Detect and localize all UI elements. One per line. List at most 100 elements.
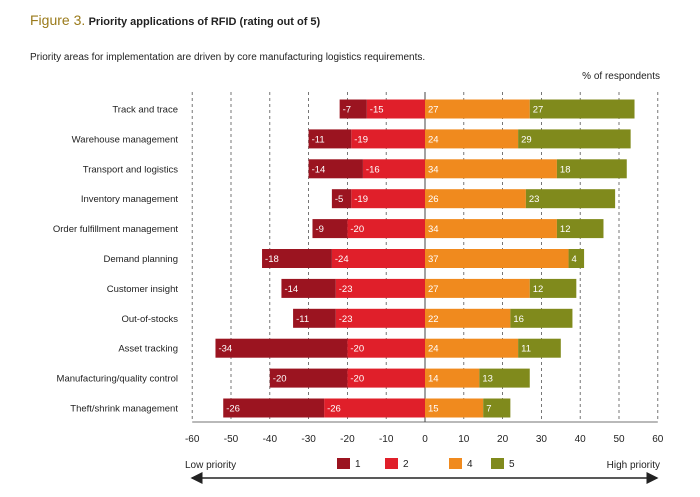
category-label: Manufacturing/quality control xyxy=(57,374,178,385)
x-tick-label: 40 xyxy=(575,434,587,445)
data-label: -19 xyxy=(354,134,368,145)
x-tick-label: 20 xyxy=(497,434,509,445)
category-label: Customer insight xyxy=(107,284,179,295)
bar-segment-4 xyxy=(425,159,557,179)
bar-segment-2 xyxy=(335,278,425,298)
data-label: -15 xyxy=(370,105,384,116)
bar-segment-5 xyxy=(556,219,604,239)
data-label: 27 xyxy=(428,105,439,116)
data-label: 27 xyxy=(533,105,544,116)
data-label: 11 xyxy=(521,344,531,355)
bar-segment-2 xyxy=(366,99,425,119)
bar-segment-4 xyxy=(425,338,519,358)
bar-segment-2 xyxy=(351,129,425,149)
legend-label: 5 xyxy=(509,459,515,470)
data-label: -14 xyxy=(284,284,298,295)
data-label: -26 xyxy=(327,404,341,415)
data-label: -19 xyxy=(354,194,368,205)
bar-segment-5 xyxy=(529,278,577,298)
data-label: -16 xyxy=(366,164,380,175)
legend-swatch xyxy=(337,458,350,469)
category-label: Out-of-stocks xyxy=(122,314,179,325)
title-row: Figure 3. Priority applications of RFID … xyxy=(30,12,320,28)
bar-segment-4 xyxy=(425,189,526,209)
figure-label: Figure 3. xyxy=(30,12,86,28)
data-label: -23 xyxy=(339,284,353,295)
category-labels: Track and trace Warehouse management Trans… xyxy=(53,105,178,415)
x-axis-ticks: -60 -50 -40 -30 -20 -10 0 10 20 30 40 50 60 xyxy=(185,434,664,445)
bar-segment-5 xyxy=(518,129,631,149)
data-label: -18 xyxy=(265,254,279,265)
data-label: 13 xyxy=(482,374,493,385)
bar-segment-5 xyxy=(483,398,511,418)
bar-segment-2 xyxy=(347,219,425,239)
legend-label: 4 xyxy=(467,459,473,470)
bar-segment-4 xyxy=(425,278,530,298)
data-label: 29 xyxy=(521,134,532,145)
bar-segment-4 xyxy=(425,368,480,388)
category-label: Transport and logistics xyxy=(83,164,178,175)
bar-segment-5 xyxy=(529,99,635,119)
bar-segment-2 xyxy=(335,308,425,328)
bar-segment-4 xyxy=(425,129,519,149)
data-label: 24 xyxy=(428,134,439,145)
data-label: 18 xyxy=(560,164,571,175)
bar-segment-5 xyxy=(525,189,616,209)
data-label: -20 xyxy=(350,344,364,355)
bar-segment-1 xyxy=(312,219,348,239)
bar-segment-1 xyxy=(308,159,363,179)
bar-segment-2 xyxy=(347,338,425,358)
bar-segment-1 xyxy=(262,249,332,268)
data-label: -26 xyxy=(226,404,240,415)
bar-segment-1 xyxy=(269,368,348,388)
bar-segment-1 xyxy=(308,129,352,149)
category-label: Track and trace xyxy=(112,105,178,116)
data-label: -11 xyxy=(296,314,309,325)
category-label: Inventory management xyxy=(81,194,179,205)
bar-segment-4 xyxy=(425,398,484,418)
data-label: -20 xyxy=(350,224,364,235)
bar-segment-2 xyxy=(347,368,425,388)
data-label: 22 xyxy=(428,314,439,325)
data-label: 34 xyxy=(428,224,439,235)
chart-title: Priority applications of RFID (rating ou… xyxy=(88,16,321,28)
category-label: Order fulfillment management xyxy=(53,224,178,235)
bar-segment-4 xyxy=(425,219,557,239)
bar-segment-1 xyxy=(331,189,352,209)
data-label: -24 xyxy=(335,254,349,265)
x-tick-label: 60 xyxy=(652,434,664,445)
legend-swatch xyxy=(491,458,504,469)
data-label: -20 xyxy=(273,374,287,385)
bar-segment-5 xyxy=(568,249,585,268)
data-label: 34 xyxy=(428,164,439,175)
bar-segment-1 xyxy=(339,99,367,119)
data-label: -23 xyxy=(339,314,353,325)
bar-segment-4 xyxy=(425,249,569,268)
category-label: Theft/shrink management xyxy=(70,404,178,415)
x-tick-label: 0 xyxy=(422,434,428,445)
x-tick-label: -60 xyxy=(185,434,200,445)
bar-segment-4 xyxy=(425,308,511,328)
data-label: 4 xyxy=(572,254,577,265)
bar-segment-5 xyxy=(510,308,573,328)
data-label: -20 xyxy=(350,374,364,385)
data-label: -5 xyxy=(335,194,343,205)
data-label: 12 xyxy=(533,284,544,295)
data-label: -11 xyxy=(312,134,325,145)
data-label: 37 xyxy=(428,254,439,265)
legend-label: 1 xyxy=(355,459,361,470)
bar-segment-2 xyxy=(362,159,425,179)
data-label: -14 xyxy=(312,164,326,175)
x-tick-label: -10 xyxy=(379,434,394,445)
bar-segment-2 xyxy=(331,249,425,268)
data-label: -9 xyxy=(315,224,323,235)
bar-segment-1 xyxy=(281,278,336,298)
bar-segment-2 xyxy=(324,398,425,418)
bar-segment-5 xyxy=(479,368,530,388)
data-label: 15 xyxy=(428,404,439,415)
bar-segment-1 xyxy=(223,398,325,418)
data-label: 23 xyxy=(529,194,540,205)
unit-label: % of respondents xyxy=(582,71,660,82)
x-tick-label: -40 xyxy=(263,434,278,445)
